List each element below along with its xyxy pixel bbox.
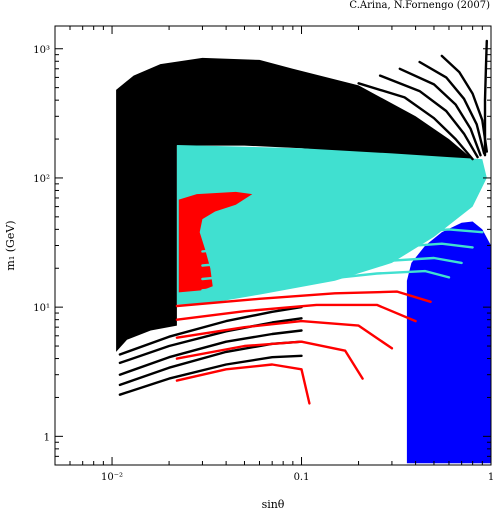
band-black-3 xyxy=(118,317,303,365)
band-black-1 xyxy=(118,340,303,387)
y-tick-label: 10³ xyxy=(33,45,50,56)
band-red-15 xyxy=(175,290,432,308)
band-black-5 xyxy=(357,82,474,161)
y-tick-label: 1 xyxy=(44,432,50,443)
band-black-0 xyxy=(118,354,303,396)
band-black-8 xyxy=(418,60,486,155)
band-black-6 xyxy=(378,74,479,159)
band-cyan-17 xyxy=(201,256,463,281)
band-black-7 xyxy=(398,67,482,157)
region-black-0 xyxy=(116,57,473,352)
band-red-11 xyxy=(175,363,311,405)
region-cyan-1 xyxy=(176,145,487,305)
plot-regions xyxy=(116,57,491,464)
region-red-2 xyxy=(178,191,253,293)
region-blue-3 xyxy=(406,221,491,464)
band-cyan-18 xyxy=(201,242,474,267)
y-tick-label: 10¹ xyxy=(33,303,50,314)
x-axis-label: sinθ xyxy=(262,498,285,511)
band-red-12 xyxy=(175,340,364,380)
credit-text: C.Arina, N.Fornengo (2007) xyxy=(349,0,490,11)
band-black-10 xyxy=(483,39,488,157)
x-axis: 10⁻² 0.1 1 xyxy=(54,26,494,483)
y-axis-label: m₁ (GeV) xyxy=(4,220,17,270)
x-tick-label: 10⁻² xyxy=(101,472,123,483)
band-black-2 xyxy=(118,329,303,376)
band-red-14 xyxy=(175,303,417,323)
band-cyan-19 xyxy=(201,228,484,253)
y-axis: 1 10¹ 10² 10³ xyxy=(33,45,491,466)
x-tick-label: 1 xyxy=(488,472,494,483)
y-tick-label: 10² xyxy=(33,174,50,185)
plot-bands xyxy=(118,39,488,405)
band-black-4 xyxy=(118,305,303,356)
x-tick-label: 0.1 xyxy=(294,472,310,483)
band-red-13 xyxy=(175,319,394,350)
band-cyan-16 xyxy=(201,269,451,292)
